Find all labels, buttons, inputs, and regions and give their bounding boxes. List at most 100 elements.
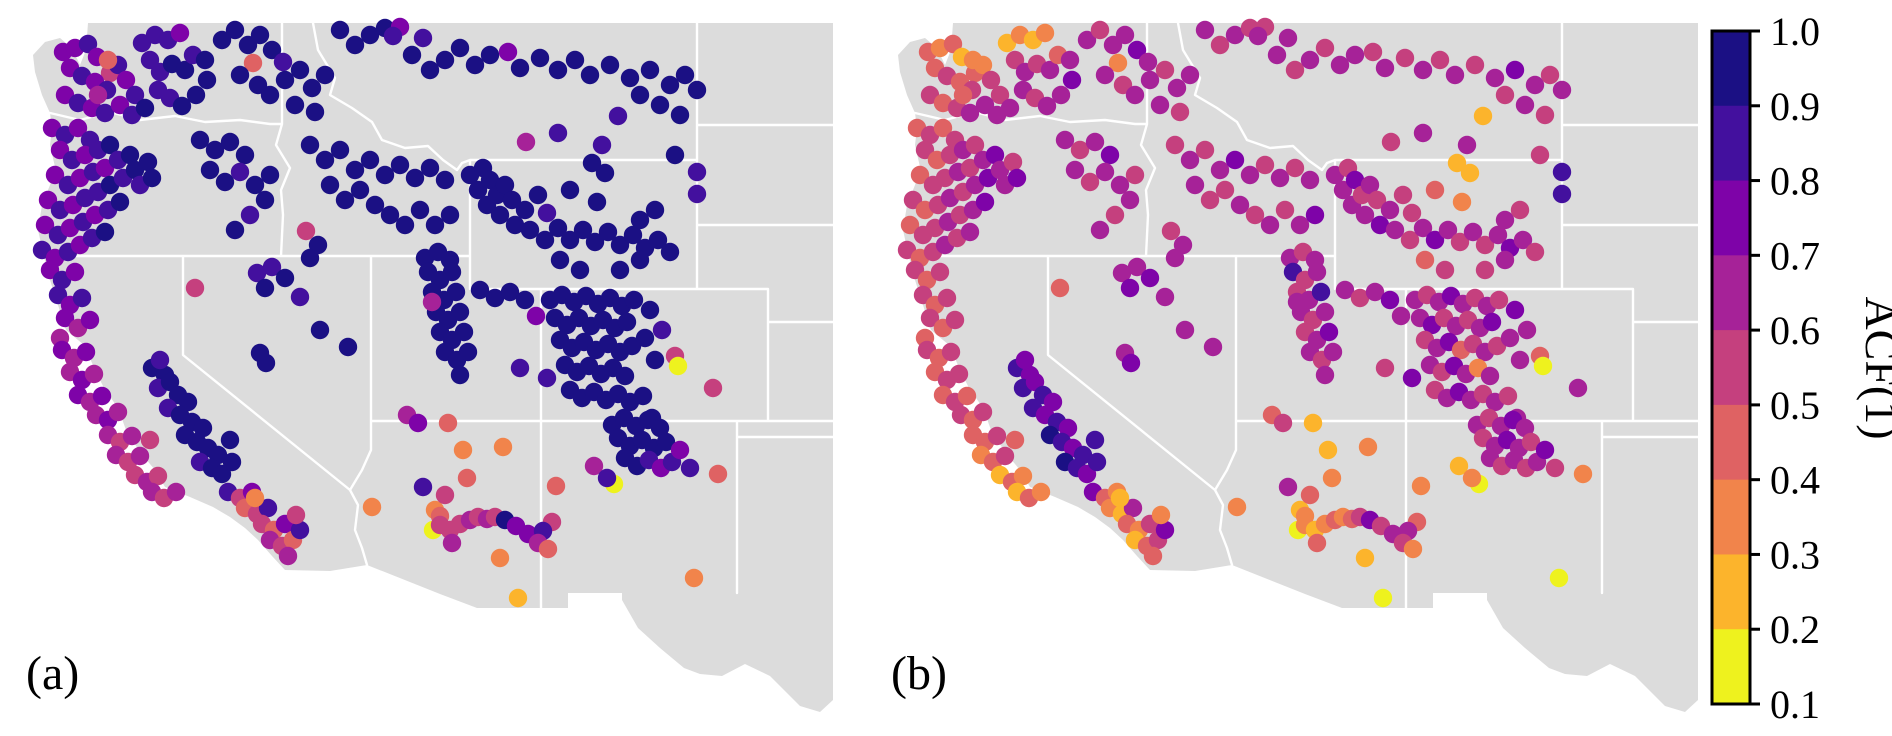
station-dot — [537, 203, 557, 223]
station-dot — [587, 192, 607, 212]
station-dot — [413, 477, 433, 497]
station-dot — [537, 368, 557, 388]
station-dot — [1495, 85, 1515, 105]
station-dot — [1552, 184, 1572, 204]
station-dot — [1447, 153, 1467, 173]
station-dot — [508, 588, 528, 608]
station-dot — [493, 437, 513, 457]
station-dot — [633, 386, 653, 406]
station-dot — [130, 446, 150, 466]
station-dot — [1485, 68, 1505, 88]
station-dot — [1285, 60, 1305, 80]
station-dot — [1517, 320, 1537, 340]
station-dot — [1230, 195, 1250, 215]
station-dot — [420, 158, 440, 178]
station-dot — [1457, 135, 1477, 155]
station-dot — [76, 342, 96, 362]
station-dot — [1110, 488, 1130, 508]
station-dot — [580, 65, 600, 85]
colorbar-segment — [1712, 479, 1750, 556]
station-dot — [1525, 75, 1545, 95]
station-dot — [985, 145, 1005, 165]
station-dot — [422, 292, 442, 312]
station-dot — [660, 75, 680, 95]
station-dot — [225, 20, 245, 40]
station-dot — [920, 308, 940, 328]
station-dot — [1080, 172, 1100, 192]
station-dot — [960, 222, 980, 242]
station-dot — [1240, 165, 1260, 185]
station-dot — [1112, 263, 1132, 283]
station-dot — [1568, 378, 1588, 398]
station-dot — [1400, 230, 1420, 250]
station-dot — [584, 456, 604, 476]
station-dot — [1255, 155, 1275, 175]
station-dot — [1015, 350, 1035, 370]
station-dot — [560, 230, 580, 250]
station-dot — [175, 60, 195, 80]
station-dot — [285, 95, 305, 115]
station-dot — [290, 520, 310, 540]
station-dot — [495, 175, 515, 195]
panel-a-label: (a) — [26, 647, 79, 700]
station-dot — [1435, 260, 1455, 280]
station-dot — [687, 162, 707, 182]
station-dot — [600, 55, 620, 75]
station-dot — [597, 468, 617, 488]
station-dot — [953, 85, 973, 105]
colorbar-tick-label: 0.7 — [1770, 233, 1820, 278]
station-dot — [910, 165, 930, 185]
station-dot — [1195, 20, 1215, 40]
station-dot — [617, 312, 637, 332]
station-dot — [320, 175, 340, 195]
station-dot — [1385, 220, 1405, 240]
colorbar-frame — [1710, 29, 1752, 706]
station-dot — [1475, 235, 1495, 255]
station-dot — [212, 30, 232, 50]
station-dot — [1300, 485, 1320, 505]
station-dot — [650, 95, 670, 115]
station-dot — [140, 430, 160, 450]
station-dot — [420, 60, 440, 80]
station-dot — [1450, 232, 1470, 252]
station-dot — [960, 103, 980, 123]
station-dot — [255, 190, 275, 210]
station-dot — [548, 218, 568, 238]
colorbar-tick-label: 0.3 — [1770, 532, 1820, 577]
station-dot — [1545, 458, 1565, 478]
station-dot — [1473, 106, 1493, 126]
station-dot — [1125, 85, 1145, 105]
colorbar: 1.0 0.9 0.8 0.7 0.6 0.5 0.4 0.3 0.2 0.1 ACF(1) — [1710, 9, 1892, 727]
station-dot — [624, 290, 644, 310]
station-dot — [250, 25, 270, 45]
station-dot — [1445, 65, 1465, 85]
station-dot — [1227, 497, 1247, 517]
station-dot — [708, 464, 728, 484]
station-dot — [520, 220, 540, 240]
station-dot — [1070, 140, 1090, 160]
station-dot — [260, 165, 280, 185]
station-dot — [300, 135, 320, 155]
station-dot — [230, 162, 250, 182]
station-dot — [365, 195, 385, 215]
station-dot — [1535, 105, 1555, 125]
station-dot — [278, 546, 298, 566]
colorbar-segments — [1712, 31, 1750, 705]
station-dot — [95, 222, 115, 242]
station-dot — [945, 310, 965, 330]
station-dot — [1090, 220, 1110, 240]
station-dot — [1058, 418, 1078, 438]
station-dot — [1438, 220, 1458, 240]
station-dot — [1375, 358, 1395, 378]
station-dot — [1307, 262, 1327, 282]
station-dot — [362, 497, 382, 517]
station-dot — [1355, 205, 1375, 225]
station-dot — [585, 232, 605, 252]
station-dot — [220, 132, 240, 152]
station-dot — [190, 130, 210, 150]
station-dot — [941, 342, 961, 362]
station-dot — [110, 192, 130, 212]
station-dot — [1373, 588, 1393, 608]
station-dot — [1260, 215, 1280, 235]
station-dot — [973, 402, 993, 422]
